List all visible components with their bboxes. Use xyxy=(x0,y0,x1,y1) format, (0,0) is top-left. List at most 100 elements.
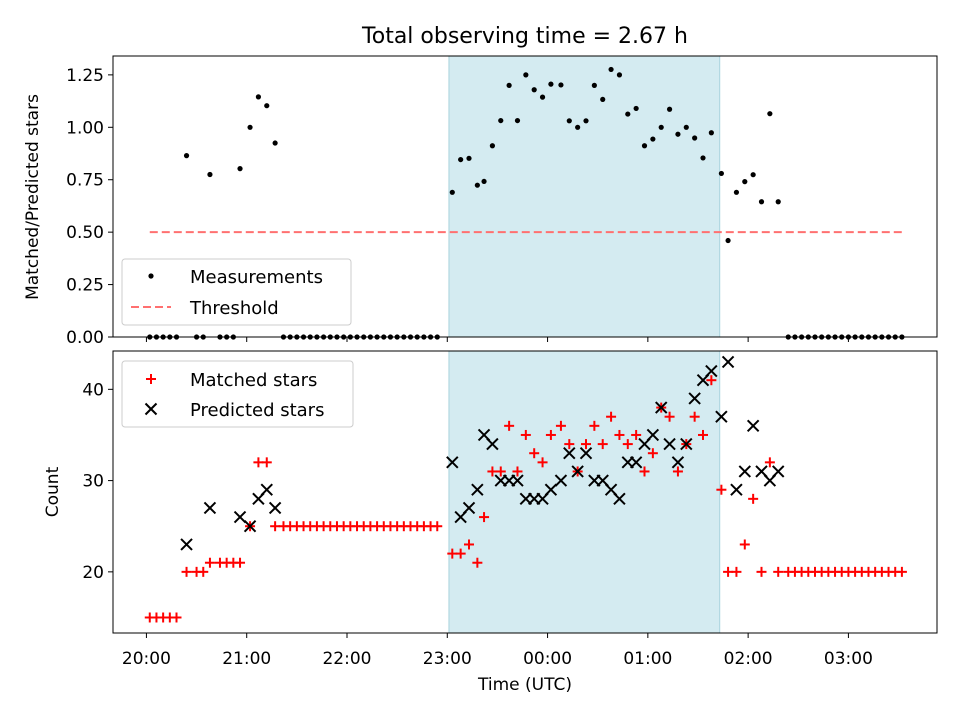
measurement-point xyxy=(575,124,581,130)
top-plot-area xyxy=(147,66,905,340)
predicted-star-point xyxy=(471,483,484,496)
measurement-point xyxy=(650,136,656,142)
predicted-star-point xyxy=(511,474,524,487)
measurement-point xyxy=(237,166,243,172)
top-panel: 0.00 0.25 0.50 0.75 1.00 1.25 Total observing… xyxy=(23,24,938,348)
matched-star-point xyxy=(698,429,709,440)
x-tick-label: 03:00 xyxy=(824,649,873,669)
matched-star-point xyxy=(432,521,443,532)
matched-star-point xyxy=(512,466,523,477)
matched-star-point xyxy=(764,457,775,468)
matched-star-point xyxy=(235,557,246,568)
matched-star-point xyxy=(204,557,215,568)
measurement-point xyxy=(264,103,270,109)
matched-star-point xyxy=(171,612,182,623)
measurement-point xyxy=(474,182,480,188)
matched-star-point xyxy=(631,429,642,440)
predicted-star-point xyxy=(721,355,735,369)
top-y-tick-label: 0.50 xyxy=(66,223,104,243)
legend-predicted-label: Predicted stars xyxy=(190,400,324,421)
bottom-plot-area xyxy=(144,355,907,623)
measurement-point xyxy=(449,189,455,195)
matched-star-point xyxy=(564,439,575,450)
top-legend-box xyxy=(121,258,352,326)
matched-star-point xyxy=(270,521,281,532)
matched-star-point xyxy=(455,548,466,559)
predicted-star-point xyxy=(738,465,751,478)
measurement-point xyxy=(733,189,740,195)
matched-star-point xyxy=(606,411,617,422)
top-y-tick-label: 0.75 xyxy=(66,171,104,191)
top-y-tick-label: 0.00 xyxy=(66,328,104,348)
matched-star-point xyxy=(261,457,272,468)
matched-star-point xyxy=(647,448,658,459)
matched-star-point xyxy=(614,429,625,440)
measurement-point xyxy=(658,124,664,130)
matched-star-point xyxy=(773,566,784,577)
predicted-star-point xyxy=(243,520,257,533)
measurement-point xyxy=(466,155,472,161)
measurement-point xyxy=(506,82,512,88)
measurement-point xyxy=(692,135,698,141)
bottom-y-tick-label: 30 xyxy=(82,472,104,492)
measurement-point xyxy=(767,111,773,117)
measurement-point xyxy=(558,82,564,88)
matched-star-point xyxy=(555,420,566,431)
top-y-tick-label: 0.25 xyxy=(66,276,104,296)
measurement-point xyxy=(625,111,631,117)
x-tick-label: 00:00 xyxy=(523,649,572,669)
predicted-star-point xyxy=(730,483,743,496)
predicted-star-point xyxy=(646,428,660,442)
predicted-star-point xyxy=(715,410,728,423)
matched-star-point xyxy=(198,566,209,577)
top-shaded-interval xyxy=(448,55,721,338)
bottom-legend: Matched stars Predicted stars xyxy=(121,360,354,428)
measurement-point xyxy=(458,156,464,163)
top-y-axis-label: Matched/Predicted stars xyxy=(23,94,43,300)
measurement-point xyxy=(666,106,673,112)
matched-star-point xyxy=(520,429,531,440)
measurement-point xyxy=(566,118,572,124)
legend-matched-marker xyxy=(146,374,156,384)
measurement-point xyxy=(498,117,504,124)
predicted-star-point xyxy=(268,501,282,515)
measurement-point xyxy=(708,130,714,136)
measurement-point xyxy=(523,72,529,78)
x-tick-label: 02:00 xyxy=(724,649,773,669)
matched-star-point xyxy=(581,439,592,450)
measurement-point xyxy=(591,82,597,88)
bottom-y-tick-label: 40 xyxy=(82,380,104,400)
predicted-star-point xyxy=(571,465,584,478)
measurement-point xyxy=(207,171,213,178)
measurement-point xyxy=(489,143,496,149)
predicted-star-point xyxy=(671,456,685,469)
predicted-star-point xyxy=(544,483,558,496)
matched-star-point xyxy=(181,566,192,577)
bottom-axes-frame xyxy=(112,350,938,634)
chart-title: Total observing time = 2.67 h xyxy=(361,24,688,49)
bottom-axis-ticks: 20 30 40 20:00 21:00 22:00 23:00 00:00 01:00 02:0… xyxy=(82,380,873,669)
measurement-point xyxy=(758,199,765,205)
x-tick-label: 21:00 xyxy=(222,649,271,669)
matched-star-point xyxy=(472,557,483,568)
measurement-point xyxy=(683,124,689,130)
predicted-star-point xyxy=(233,510,247,524)
predicted-star-point xyxy=(554,474,568,487)
predicted-star-point xyxy=(629,456,643,469)
matched-star-point xyxy=(622,439,633,450)
measurement-point xyxy=(725,237,731,244)
x-tick-label: 22:00 xyxy=(322,649,371,669)
matched-star-point xyxy=(716,484,727,495)
predicted-star-point xyxy=(772,465,785,478)
matched-star-point xyxy=(731,566,742,577)
measurement-point xyxy=(718,170,724,177)
matched-star-point xyxy=(495,466,506,477)
predicted-star-point xyxy=(705,364,718,378)
predicted-star-point xyxy=(663,437,676,451)
measurement-point xyxy=(616,72,623,78)
matched-star-point xyxy=(706,375,717,386)
matched-star-point xyxy=(597,439,608,450)
predicted-star-point xyxy=(680,437,693,451)
measurement-point xyxy=(247,124,253,130)
measurement-point xyxy=(641,143,648,149)
